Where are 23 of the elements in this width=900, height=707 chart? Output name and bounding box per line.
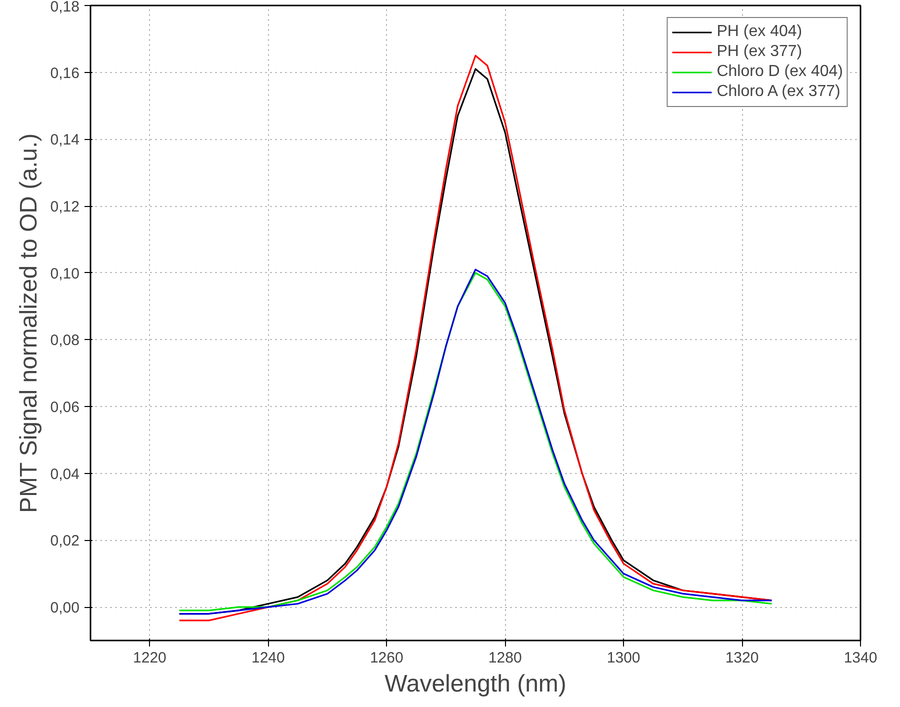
y-tick-label: 0,02: [50, 532, 80, 550]
x-tick-label: 1340: [844, 650, 878, 666]
y-tick-label: 0,04: [50, 466, 80, 483]
x-tick-label: 1260: [370, 650, 404, 666]
legend-label: Chloro A (ex 377): [716, 83, 840, 101]
x-tick-label: 1220: [133, 650, 166, 666]
y-tick-label: 0,12: [50, 198, 80, 216]
y-axis-title: PMT Signal normalized to OD (a.u.): [15, 133, 42, 514]
y-tick-label: 0,10: [50, 265, 80, 282]
y-tick-label: 0,00: [50, 600, 80, 617]
x-tick-label: 1240: [252, 650, 285, 666]
y-tick-label: 0,14: [50, 132, 80, 149]
y-tick-label: 0,06: [50, 399, 80, 416]
y-tick-label: 0,16: [50, 64, 80, 82]
legend-label: Chloro D (ex 404): [716, 63, 843, 81]
legend-label: PH (ex 377): [716, 43, 802, 61]
y-tick-label: 0,08: [50, 332, 80, 350]
x-tick-label: 1320: [725, 650, 759, 666]
x-tick-label: 1300: [606, 650, 640, 666]
x-axis-title: Wavelength (nm): [384, 670, 566, 698]
legend-label: PH (ex 404): [716, 23, 802, 41]
x-tick-label: 1280: [488, 650, 522, 666]
y-tick-label: 0,18: [50, 0, 80, 16]
